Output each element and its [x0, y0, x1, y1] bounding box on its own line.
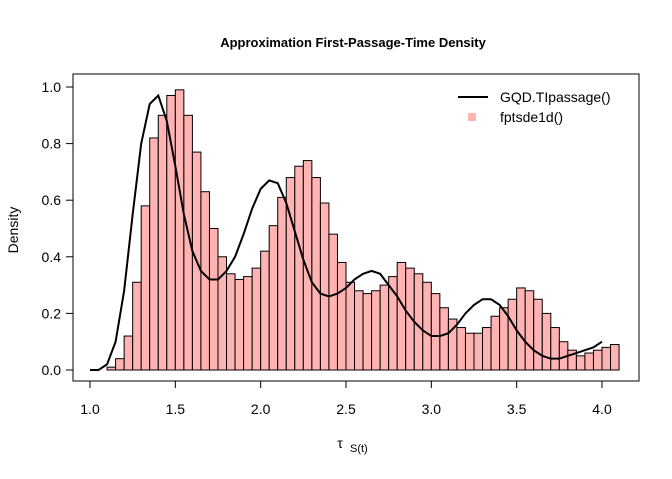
histogram-bar — [200, 191, 210, 371]
histogram-bar — [524, 290, 535, 371]
histogram-bar — [319, 202, 330, 371]
x-tick-label: 3.0 — [422, 401, 442, 417]
histogram-bar — [268, 225, 279, 371]
histogram-bar — [456, 327, 466, 371]
x-tick-label: 2.5 — [336, 401, 356, 417]
histogram-bar — [140, 205, 151, 371]
x-axis-label-symbol: τ — [337, 435, 343, 451]
x-axis: 1.0 1.5 2.0 2.5 3.0 3.5 4.0 — [80, 380, 612, 417]
y-tick-label: 1.0 — [42, 79, 62, 95]
histogram-bar — [149, 137, 159, 371]
x-axis-label-subscript: S(t) — [350, 443, 368, 455]
histogram-bar — [328, 233, 338, 371]
histogram-bar — [541, 312, 552, 371]
histogram-bar — [243, 276, 253, 371]
histogram-bar — [174, 89, 185, 371]
histogram-bar — [439, 307, 449, 371]
histogram-bar — [260, 250, 270, 371]
histogram-bar — [464, 332, 475, 371]
y-tick-label: 0.6 — [42, 192, 62, 208]
histogram-bar — [430, 293, 441, 371]
histogram-bar — [166, 94, 176, 371]
x-tick-label: 4.0 — [592, 401, 612, 417]
histogram-bar — [499, 307, 509, 371]
histogram-bar — [311, 177, 321, 371]
histogram-bar — [601, 346, 612, 371]
histogram-bar — [592, 349, 603, 371]
chart-title: Approximation First-Passage-Time Density — [220, 35, 486, 50]
histogram-bar — [354, 290, 364, 371]
histogram-bar — [422, 281, 432, 371]
histogram-bar — [345, 281, 356, 371]
histogram-bar — [362, 293, 373, 371]
density-line — [90, 93, 603, 371]
histogram-bar — [584, 352, 594, 371]
histogram-bar — [473, 332, 484, 371]
y-axis-label: Density — [5, 207, 21, 254]
histogram-bar — [336, 261, 347, 371]
histogram-bar — [490, 315, 501, 371]
x-axis-label: τ S(t) — [337, 435, 368, 455]
histogram-bar — [226, 273, 236, 371]
histogram-bar — [277, 196, 287, 371]
histogram-bar — [516, 287, 526, 371]
y-axis: 0.0 0.2 0.4 0.6 0.8 1.0 — [42, 79, 74, 378]
histogram-bar — [379, 284, 390, 371]
histogram-bar — [106, 366, 117, 371]
histogram-bar — [208, 228, 219, 371]
x-tick-label: 2.0 — [251, 401, 271, 417]
histogram-bar — [123, 335, 134, 371]
histogram-bar — [251, 267, 262, 371]
y-tick-label: 0.4 — [42, 249, 62, 265]
histogram-bar — [550, 327, 560, 371]
histogram-bar — [533, 298, 543, 371]
y-tick-label: 0.8 — [42, 136, 62, 152]
histogram-bar — [371, 290, 381, 371]
x-tick-label: 1.5 — [166, 401, 186, 417]
histogram-bar — [610, 344, 620, 371]
histogram-bar — [115, 358, 125, 371]
legend-histogram-swatch — [468, 113, 476, 121]
histogram-bar — [575, 355, 586, 371]
histogram-bar — [482, 327, 492, 371]
histogram-bar — [217, 256, 228, 371]
histogram-bar — [157, 114, 168, 371]
histogram-bar — [507, 298, 518, 371]
histogram-bar — [234, 278, 245, 371]
legend-label-histogram: fptsde1d() — [500, 109, 563, 125]
histogram-bar — [396, 261, 407, 371]
x-tick-label: 1.0 — [80, 401, 100, 417]
histogram-bar — [132, 281, 142, 371]
legend-label-line: GQD.TIpassage() — [500, 89, 610, 105]
histogram-bar — [294, 165, 304, 371]
legend: GQD.TIpassage() fptsde1d() — [458, 89, 610, 125]
y-tick-label: 0.2 — [42, 305, 62, 321]
x-tick-label: 3.5 — [507, 401, 527, 417]
histogram-bars — [106, 89, 620, 371]
y-tick-label: 0.0 — [42, 362, 62, 378]
